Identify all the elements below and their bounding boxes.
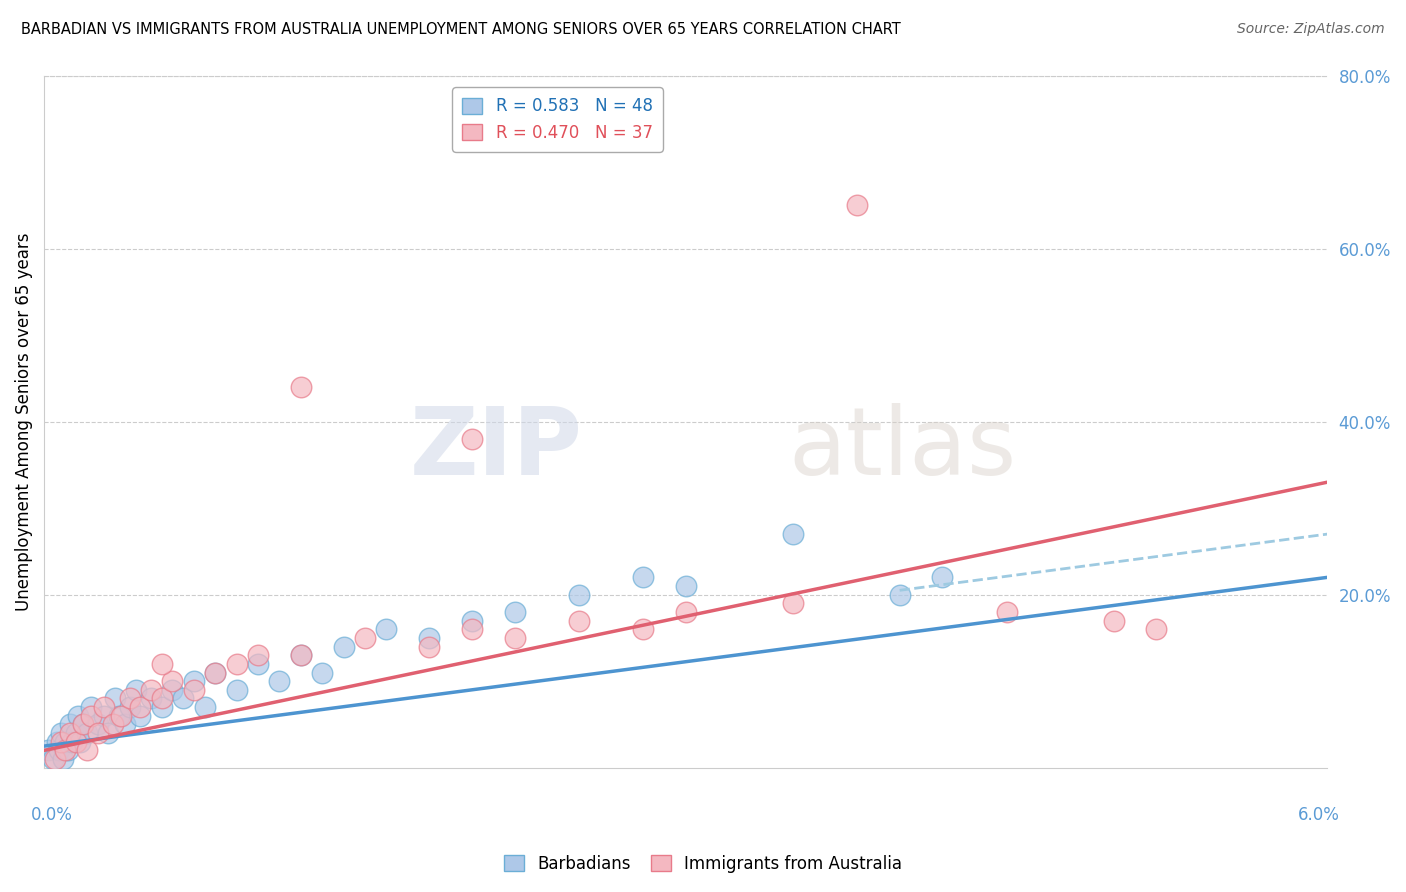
- Point: [110, 708, 132, 723]
- Point: [845, 198, 868, 212]
- Point: [675, 605, 697, 619]
- Point: [129, 700, 152, 714]
- Point: [51, 735, 73, 749]
- Point: [129, 708, 152, 723]
- Point: [375, 622, 398, 636]
- Point: [631, 622, 654, 636]
- Point: [162, 674, 184, 689]
- Point: [108, 708, 131, 723]
- Legend: Barbadians, Immigrants from Australia: Barbadians, Immigrants from Australia: [498, 848, 908, 880]
- Legend: R = 0.583   N = 48, R = 0.470   N = 37: R = 0.583 N = 48, R = 0.470 N = 37: [453, 87, 662, 152]
- Point: [995, 605, 1018, 619]
- Point: [568, 614, 591, 628]
- Point: [118, 691, 141, 706]
- Point: [37, 743, 59, 757]
- Point: [183, 674, 205, 689]
- Point: [118, 700, 141, 714]
- Text: ZIP: ZIP: [411, 403, 583, 495]
- Point: [93, 700, 115, 714]
- Point: [246, 657, 269, 671]
- Point: [225, 682, 247, 697]
- Point: [56, 743, 79, 757]
- Point: [114, 717, 136, 731]
- Point: [193, 700, 215, 714]
- Point: [41, 752, 63, 766]
- Point: [461, 432, 484, 446]
- Point: [65, 726, 87, 740]
- Point: [104, 691, 127, 706]
- Point: [183, 682, 205, 697]
- Point: [172, 691, 194, 706]
- Point: [80, 700, 103, 714]
- Y-axis label: Unemployment Among Seniors over 65 years: Unemployment Among Seniors over 65 years: [15, 232, 32, 611]
- Point: [311, 665, 333, 680]
- Text: Source: ZipAtlas.com: Source: ZipAtlas.com: [1237, 22, 1385, 37]
- Point: [461, 622, 484, 636]
- Text: BARBADIAN VS IMMIGRANTS FROM AUSTRALIA UNEMPLOYMENT AMONG SENIORS OVER 65 YEARS : BARBADIAN VS IMMIGRANTS FROM AUSTRALIA U…: [21, 22, 901, 37]
- Point: [86, 717, 108, 731]
- Point: [93, 708, 115, 723]
- Point: [150, 700, 173, 714]
- Point: [1144, 622, 1167, 636]
- Text: 0.0%: 0.0%: [31, 805, 73, 824]
- Point: [60, 735, 83, 749]
- Point: [931, 570, 953, 584]
- Point: [889, 588, 911, 602]
- Point: [69, 735, 91, 749]
- Point: [418, 640, 440, 654]
- Point: [55, 743, 77, 757]
- Point: [125, 682, 148, 697]
- Point: [59, 726, 82, 740]
- Point: [139, 682, 162, 697]
- Text: atlas: atlas: [789, 403, 1017, 495]
- Point: [503, 631, 526, 645]
- Point: [290, 648, 312, 663]
- Point: [80, 708, 103, 723]
- Point: [631, 570, 654, 584]
- Point: [52, 752, 75, 766]
- Point: [51, 726, 73, 740]
- Point: [269, 674, 291, 689]
- Point: [290, 648, 312, 663]
- Point: [72, 717, 94, 731]
- Point: [782, 527, 804, 541]
- Point: [162, 682, 184, 697]
- Point: [101, 717, 124, 731]
- Point: [354, 631, 377, 645]
- Point: [675, 579, 697, 593]
- Point: [568, 588, 591, 602]
- Point: [246, 648, 269, 663]
- Point: [332, 640, 354, 654]
- Point: [1102, 614, 1125, 628]
- Point: [76, 743, 98, 757]
- Point: [86, 726, 108, 740]
- Point: [44, 752, 66, 766]
- Point: [67, 708, 90, 723]
- Point: [97, 726, 120, 740]
- Point: [290, 380, 312, 394]
- Point: [782, 596, 804, 610]
- Point: [72, 717, 94, 731]
- Point: [139, 691, 162, 706]
- Point: [418, 631, 440, 645]
- Point: [48, 743, 70, 757]
- Point: [59, 717, 82, 731]
- Point: [65, 735, 87, 749]
- Point: [150, 691, 173, 706]
- Point: [204, 665, 226, 680]
- Point: [225, 657, 247, 671]
- Point: [150, 657, 173, 671]
- Point: [76, 726, 98, 740]
- Point: [503, 605, 526, 619]
- Point: [461, 614, 484, 628]
- Point: [46, 735, 69, 749]
- Point: [204, 665, 226, 680]
- Point: [55, 735, 77, 749]
- Text: 6.0%: 6.0%: [1298, 805, 1340, 824]
